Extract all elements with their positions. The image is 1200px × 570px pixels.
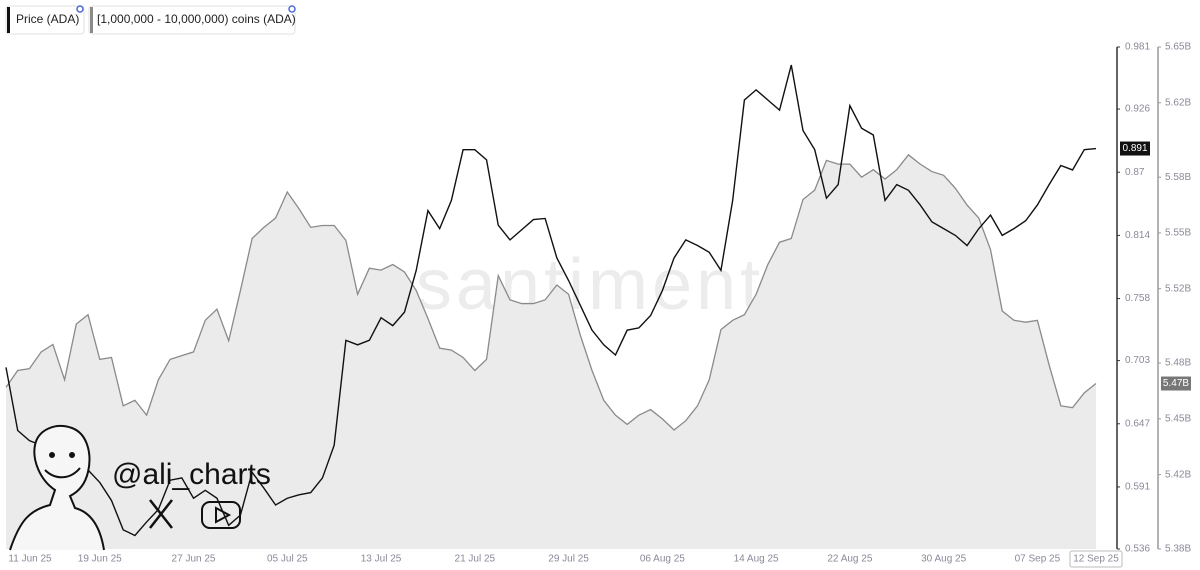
y-tick-label: 0.981 [1125,42,1150,53]
x-tick-label: 07 Sep 25 [1015,554,1061,565]
settings-icon[interactable] [288,5,296,13]
plot-back: santiment [416,245,764,325]
x-tick-label: 05 Jul 25 [267,554,308,565]
x-tick-label: 11 Jun 25 [8,554,52,565]
y-tick-label: 0.703 [1125,355,1150,366]
legend-swatch [90,7,93,33]
y2-tick-label: 5.45B [1165,413,1191,424]
x-tick-label: 30 Aug 25 [921,554,966,565]
x-tick-label: 27 Jun 25 [172,554,216,565]
y2-tick-label: 5.42B [1165,469,1191,480]
line [5,153,1097,431]
x-icon[interactable] [149,499,173,529]
legend-label: [1,000,000 - 10,000,000) coins (ADA) [97,12,296,26]
legend-item[interactable]: Price (ADA) [5,5,85,35]
legend-swatch [7,7,10,33]
y2-tick-label: 5.48B [1165,358,1191,369]
overlay: @ali_charts [9,425,271,551]
area [6,154,1096,549]
x-tick-label: 13 Jul 25 [361,554,402,565]
y2-tick-label: 5.52B [1165,283,1191,294]
y2-tick-label: 5.62B [1165,97,1191,108]
y-tick-label: 0.814 [1125,230,1150,241]
last-value-label: 0.891 [1122,143,1147,154]
y2-tick-label: 5.58B [1165,172,1191,183]
handle-annotation: @ali_charts [112,458,271,491]
y-tick-label: 0.536 [1125,544,1150,555]
legend: Price (ADA) [1,000,000 - 10,000,000) coi… [5,5,296,35]
x-tick-label: 19 Jun 25 [78,554,122,565]
settings-icon[interactable] [76,5,84,13]
x-tick-highlight [1069,550,1123,568]
y-tick-label: 0.647 [1125,418,1150,429]
watermark: santiment [416,245,764,325]
legend-item[interactable]: [1,000,000 - 10,000,000) coins (ADA) [88,5,296,35]
last-value-tag [1120,141,1150,156]
line [5,64,1097,537]
y2-tick-label: 5.38B [1165,544,1191,555]
last-value-label: 5.47B [1163,378,1189,389]
youtube-icon[interactable] [201,501,241,529]
y2-tick-label: 5.55B [1165,228,1191,239]
x-tick-label: 14 Aug 25 [734,554,779,565]
avatar [9,425,105,551]
y-tick-label: 0.87 [1125,167,1145,178]
x-tick-label: 21 Jul 25 [455,554,496,565]
y2-tick-label: 5.65B [1165,42,1191,53]
x-tick-label: 12 Sep 25 [1073,554,1119,565]
y-tick-label: 0.926 [1125,104,1150,115]
x-tick-label: 06 Aug 25 [640,554,685,565]
y-tick-label: 0.591 [1125,482,1150,493]
x-tick-label: 22 Aug 25 [827,554,872,565]
legend-label: Price (ADA) [16,12,79,26]
x-tick-label: 29 Jul 25 [548,554,589,565]
last-value-tag [1161,376,1191,391]
y-tick-label: 0.758 [1125,293,1150,304]
plot: 0.981 0.926 0.87 0.814 0.758 0.703 0.647 0.591 0… [5,42,1191,568]
